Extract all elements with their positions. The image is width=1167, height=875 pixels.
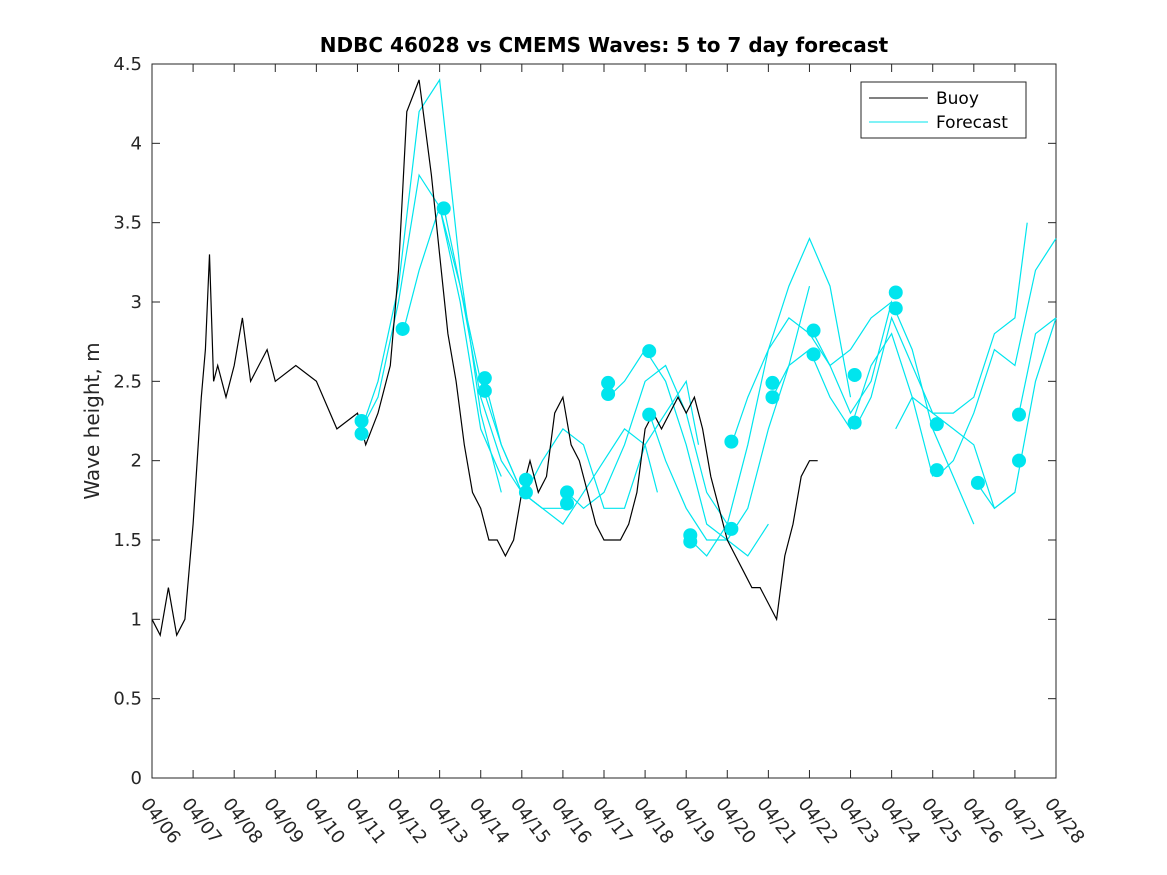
forecast-marker xyxy=(560,496,575,511)
forecast-marker xyxy=(1012,453,1027,468)
forecast-marker xyxy=(847,415,862,430)
forecast-run-line xyxy=(525,379,700,509)
legend-label-forecast: Forecast xyxy=(936,113,1008,133)
forecast-marker xyxy=(970,475,985,490)
plot-area xyxy=(151,63,1057,779)
forecast-marker xyxy=(518,472,533,487)
forecast-marker xyxy=(683,534,698,549)
y-axis: 0 0.5 1 1.5 2 2.5 3 3.5 4 4.5 xyxy=(113,54,1056,789)
forecast-run-line xyxy=(607,348,769,557)
forecast-marker xyxy=(765,375,780,390)
forecast-run-line xyxy=(771,332,934,477)
legend-label-buoy: Buoy xyxy=(936,89,979,109)
forecast-run-line xyxy=(977,317,1057,510)
forecast-marker xyxy=(395,321,410,336)
y-tick-label: 2.5 xyxy=(113,371,142,392)
forecast-marker xyxy=(888,285,903,300)
legend-box xyxy=(860,81,1027,139)
y-tick-label: 3.5 xyxy=(113,213,142,234)
forecast-marker xyxy=(806,323,821,338)
forecast-marker xyxy=(518,485,533,500)
forecast-run-line xyxy=(484,381,658,525)
y-tick-label: 0.5 xyxy=(113,689,142,710)
forecast-marker xyxy=(601,387,616,402)
y-tick-label: 2 xyxy=(131,451,142,472)
legend: Buoy Forecast xyxy=(860,81,1027,139)
forecast-marker xyxy=(477,371,492,386)
buoy-line xyxy=(151,79,818,638)
forecast-run-line xyxy=(1018,317,1057,414)
y-tick-label: 1 xyxy=(131,609,142,630)
forecast-marker xyxy=(354,426,369,441)
forecast-run-line xyxy=(895,222,1028,430)
forecast-marker xyxy=(642,344,657,359)
y-tick-label: 4 xyxy=(131,133,142,154)
plot-frame xyxy=(151,63,1057,779)
forecast-run-line xyxy=(813,300,975,525)
y-tick-label: 0 xyxy=(131,768,142,789)
forecast-run-line xyxy=(361,173,502,477)
forecast-marker xyxy=(847,367,862,382)
forecast-marker xyxy=(354,414,369,428)
forecast-marker xyxy=(806,347,821,362)
y-tick-label: 1.5 xyxy=(113,530,142,551)
forecast-marker xyxy=(642,407,657,422)
forecast-run-line xyxy=(361,78,502,493)
y-axis-label: Wave height, m xyxy=(80,342,104,499)
y-tick-label: 4.5 xyxy=(113,54,142,75)
forecast-marker xyxy=(929,463,944,478)
forecast-run-line xyxy=(936,238,1057,477)
forecast-marker xyxy=(724,521,739,536)
forecast-marker xyxy=(436,201,451,216)
forecast-marker xyxy=(929,417,944,432)
forecast-run-line xyxy=(402,204,543,509)
y-tick-label: 3 xyxy=(131,292,142,313)
forecast-marker xyxy=(477,383,492,398)
forecast-marker xyxy=(724,434,739,449)
forecast-marker xyxy=(888,301,903,316)
marker-layer xyxy=(354,201,1027,549)
chart-title: NDBC 46028 vs CMEMS Waves: 5 to 7 day fo… xyxy=(320,33,889,57)
forecast-marker xyxy=(765,390,780,405)
forecast-marker xyxy=(1012,407,1027,422)
